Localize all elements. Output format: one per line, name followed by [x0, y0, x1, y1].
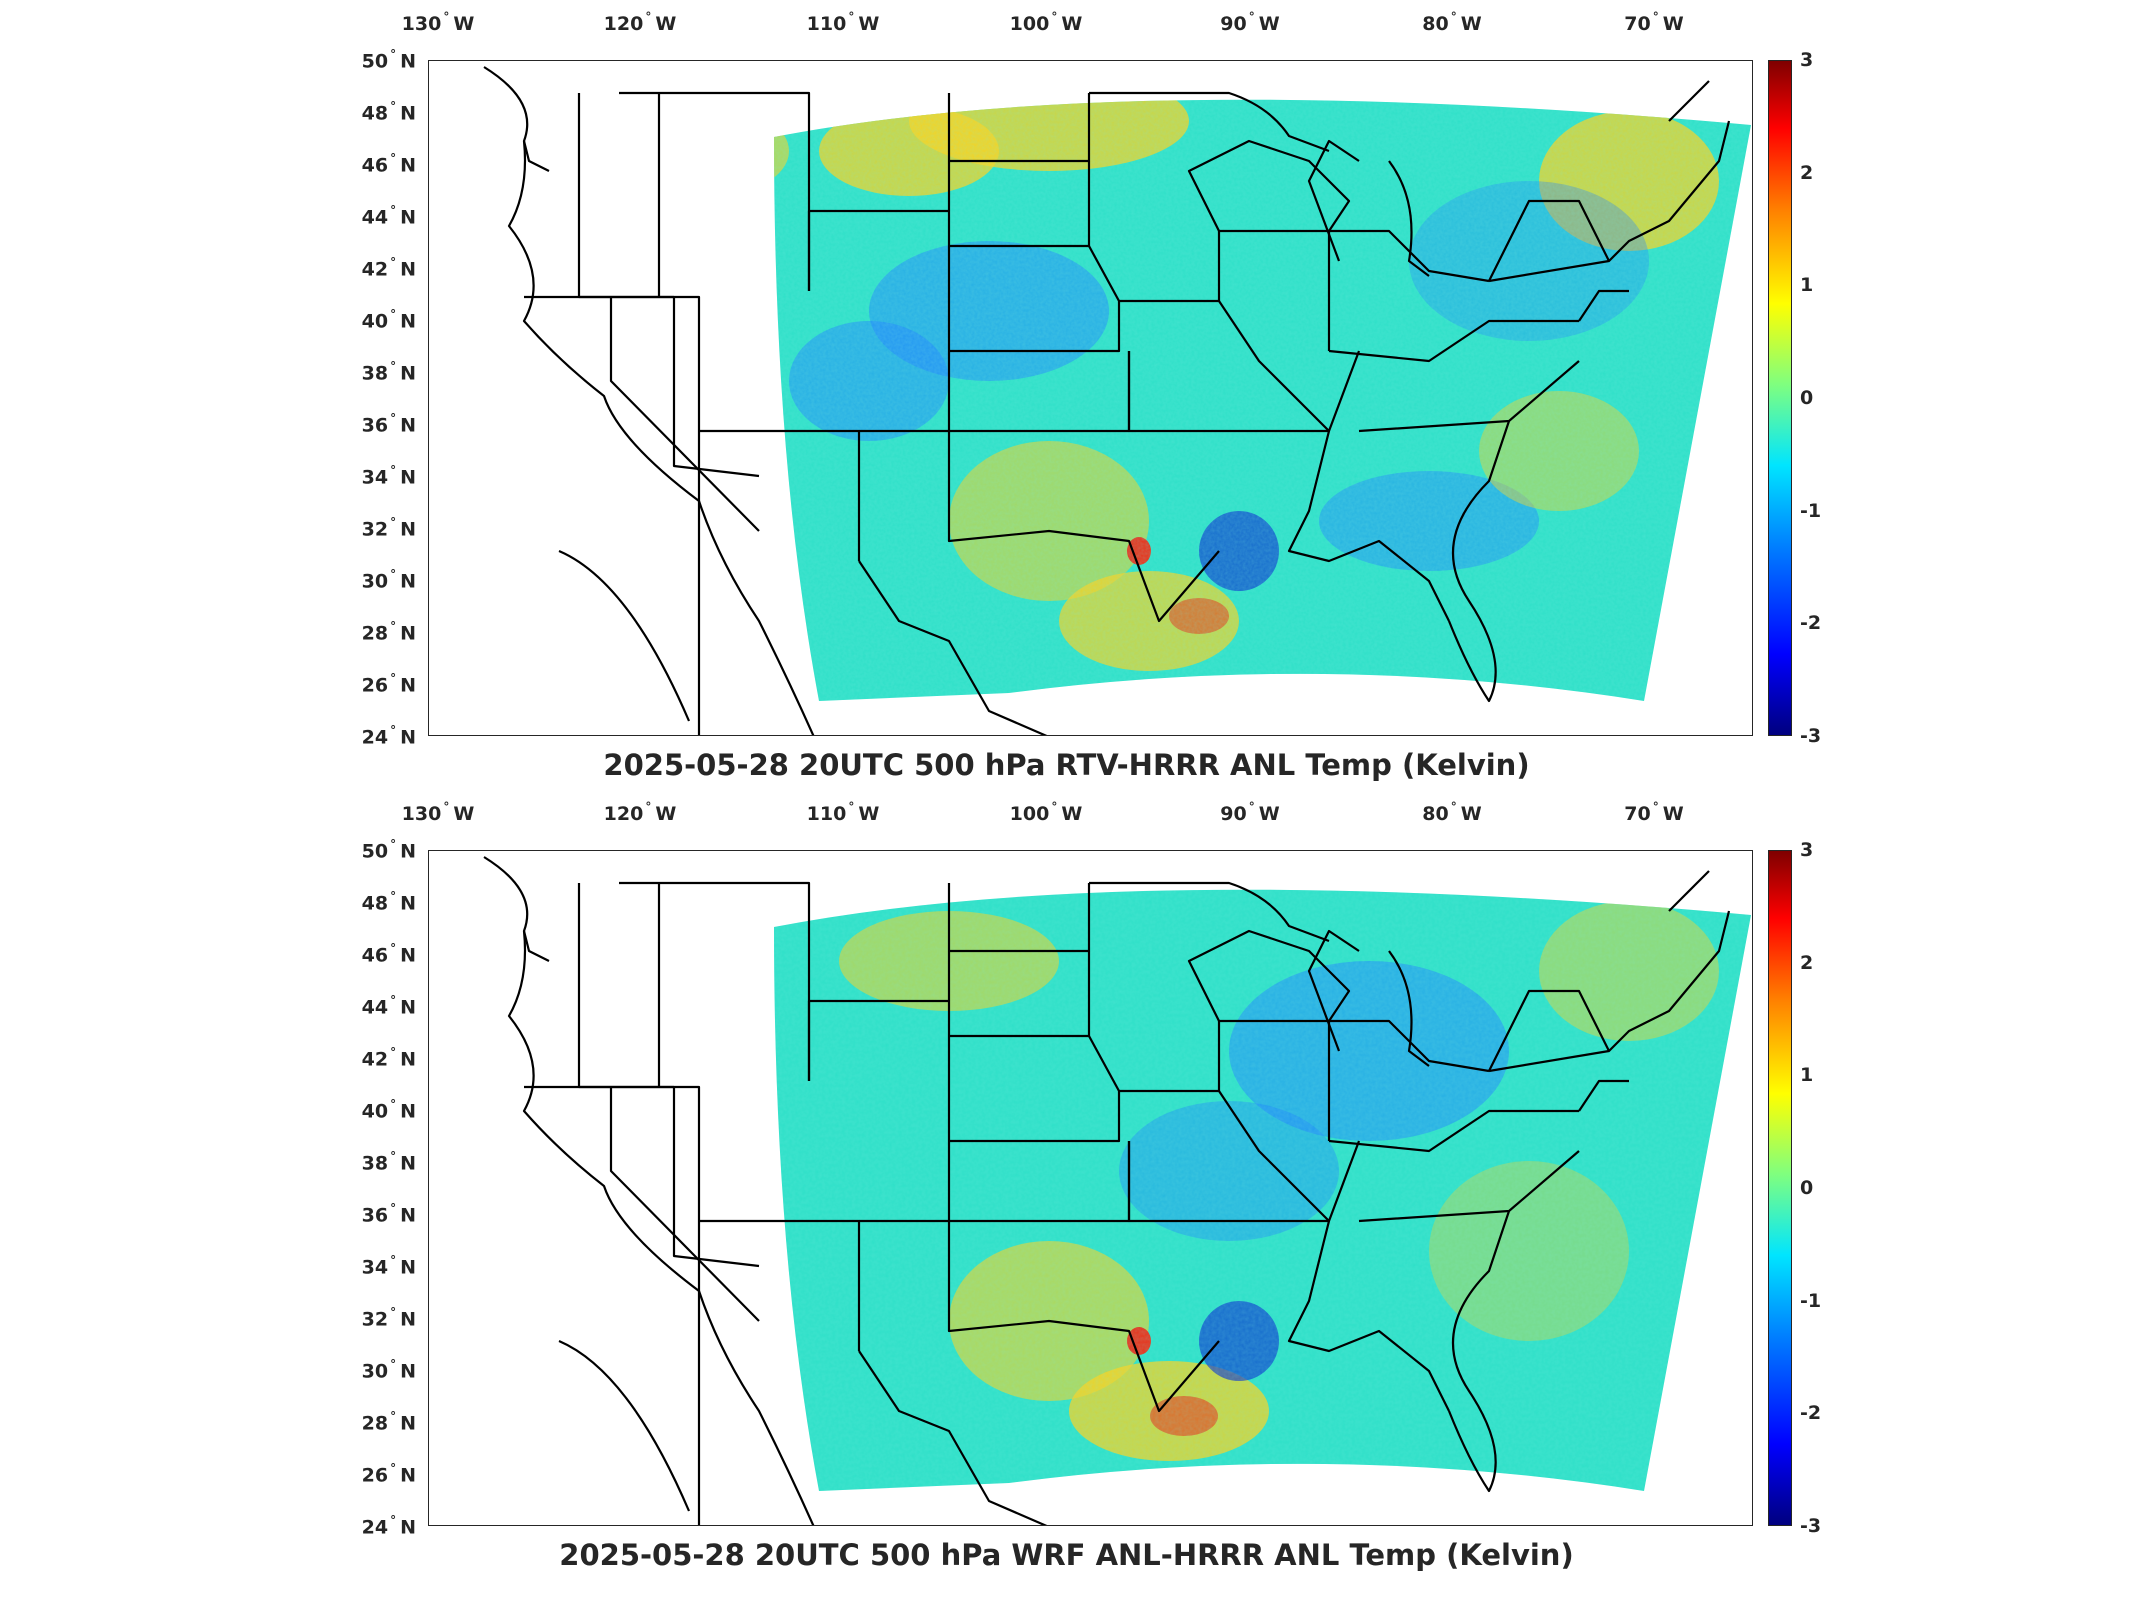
latitude-tick-label: 44 ° N — [361, 993, 416, 1019]
colorbar-tick-label: 3 — [1800, 49, 1814, 71]
colorbar — [1768, 60, 1792, 736]
latitude-tick-label: 40 ° N — [361, 307, 416, 333]
longitude-tick-label: 90 ° W — [1220, 800, 1280, 825]
latitude-tick-label: 24 ° N — [361, 1513, 416, 1539]
map-plot-area — [428, 850, 1753, 1526]
map-title: 2025-05-28 20UTC 500 hPa WRF ANL-HRRR AN… — [559, 1538, 1574, 1572]
latitude-tick-label: 42 ° N — [361, 1045, 416, 1071]
latitude-tick-label: 42 ° N — [361, 255, 416, 281]
latitude-tick-label: 48 ° N — [361, 99, 416, 125]
latitude-tick-label: 30 ° N — [361, 1357, 416, 1383]
latitude-tick-label: 32 ° N — [361, 515, 416, 541]
latitude-tick-label: 24 ° N — [361, 723, 416, 749]
longitude-tick-label: 120 ° W — [603, 800, 677, 825]
temperature-difference-map — [483, 66, 1751, 735]
longitude-tick-label: 90 ° W — [1220, 10, 1280, 35]
map-title: 2025-05-28 20UTC 500 hPa RTV-HRRR ANL Te… — [603, 748, 1530, 782]
colorbar-tick-label: 2 — [1800, 951, 1814, 974]
colorbar-tick-label: -2 — [1800, 612, 1822, 635]
longitude-tick-label: 130 ° W — [401, 800, 475, 825]
latitude-tick-label: 48 ° N — [361, 889, 416, 915]
latitude-tick-label: 28 ° N — [361, 1409, 416, 1435]
colorbar — [1768, 850, 1792, 1526]
colorbar-tick-label: -2 — [1800, 1402, 1822, 1425]
latitude-tick-label: 46 ° N — [361, 151, 416, 177]
latitude-tick-label: 36 ° N — [361, 411, 416, 437]
longitude-tick-label: 80 ° W — [1422, 10, 1482, 35]
map-plot-area — [428, 60, 1753, 736]
longitude-tick-label: 100 ° W — [1009, 800, 1083, 825]
latitude-tick-label: 34 ° N — [361, 463, 416, 489]
longitude-tick-label: 70 ° W — [1624, 10, 1684, 35]
latitude-tick-label: 30 ° N — [361, 567, 416, 593]
latitude-tick-label: 28 ° N — [361, 619, 416, 645]
latitude-tick-label: 38 ° N — [361, 1149, 416, 1175]
longitude-tick-label: 100 ° W — [1009, 10, 1083, 35]
field-layer — [774, 889, 1751, 1492]
colorbar-tick-label: -3 — [1800, 1515, 1822, 1537]
longitude-tick-label: 70 ° W — [1624, 800, 1684, 825]
latitude-tick-label: 50 ° N — [361, 837, 416, 863]
latitude-tick-label: 46 ° N — [361, 941, 416, 967]
longitude-tick-label: 110 ° W — [806, 10, 880, 35]
colorbar-tick-label: -3 — [1800, 725, 1822, 747]
longitude-tick-label: 120 ° W — [603, 10, 677, 35]
coastline-state-borders — [483, 66, 1731, 735]
latitude-tick-label: 40 ° N — [361, 1097, 416, 1123]
latitude-tick-label: 26 ° N — [361, 671, 416, 697]
longitude-tick-label: 110 ° W — [806, 800, 880, 825]
colorbar-tick-label: 0 — [1800, 387, 1814, 409]
field-layer — [774, 99, 1751, 702]
longitude-tick-label: 80 ° W — [1422, 800, 1482, 825]
latitude-tick-label: 32 ° N — [361, 1305, 416, 1331]
latitude-tick-label: 38 ° N — [361, 359, 416, 385]
colorbar-tick-label: 2 — [1800, 161, 1814, 184]
colorbar-tick-label: 1 — [1800, 1064, 1814, 1087]
latitude-tick-label: 50 ° N — [361, 47, 416, 73]
latitude-tick-label: 44 ° N — [361, 203, 416, 229]
coastline-state-borders — [483, 856, 1731, 1525]
colorbar-tick-label: 3 — [1800, 839, 1814, 861]
colorbar-tick-label: 1 — [1800, 274, 1814, 297]
longitude-tick-label: 130 ° W — [401, 10, 475, 35]
temperature-difference-map — [483, 856, 1751, 1525]
colorbar-tick-label: -1 — [1800, 1289, 1822, 1312]
latitude-tick-label: 36 ° N — [361, 1201, 416, 1227]
latitude-tick-label: 26 ° N — [361, 1461, 416, 1487]
colorbar-tick-label: 0 — [1800, 1177, 1814, 1199]
latitude-tick-label: 34 ° N — [361, 1253, 416, 1279]
colorbar-tick-label: -1 — [1800, 499, 1822, 522]
